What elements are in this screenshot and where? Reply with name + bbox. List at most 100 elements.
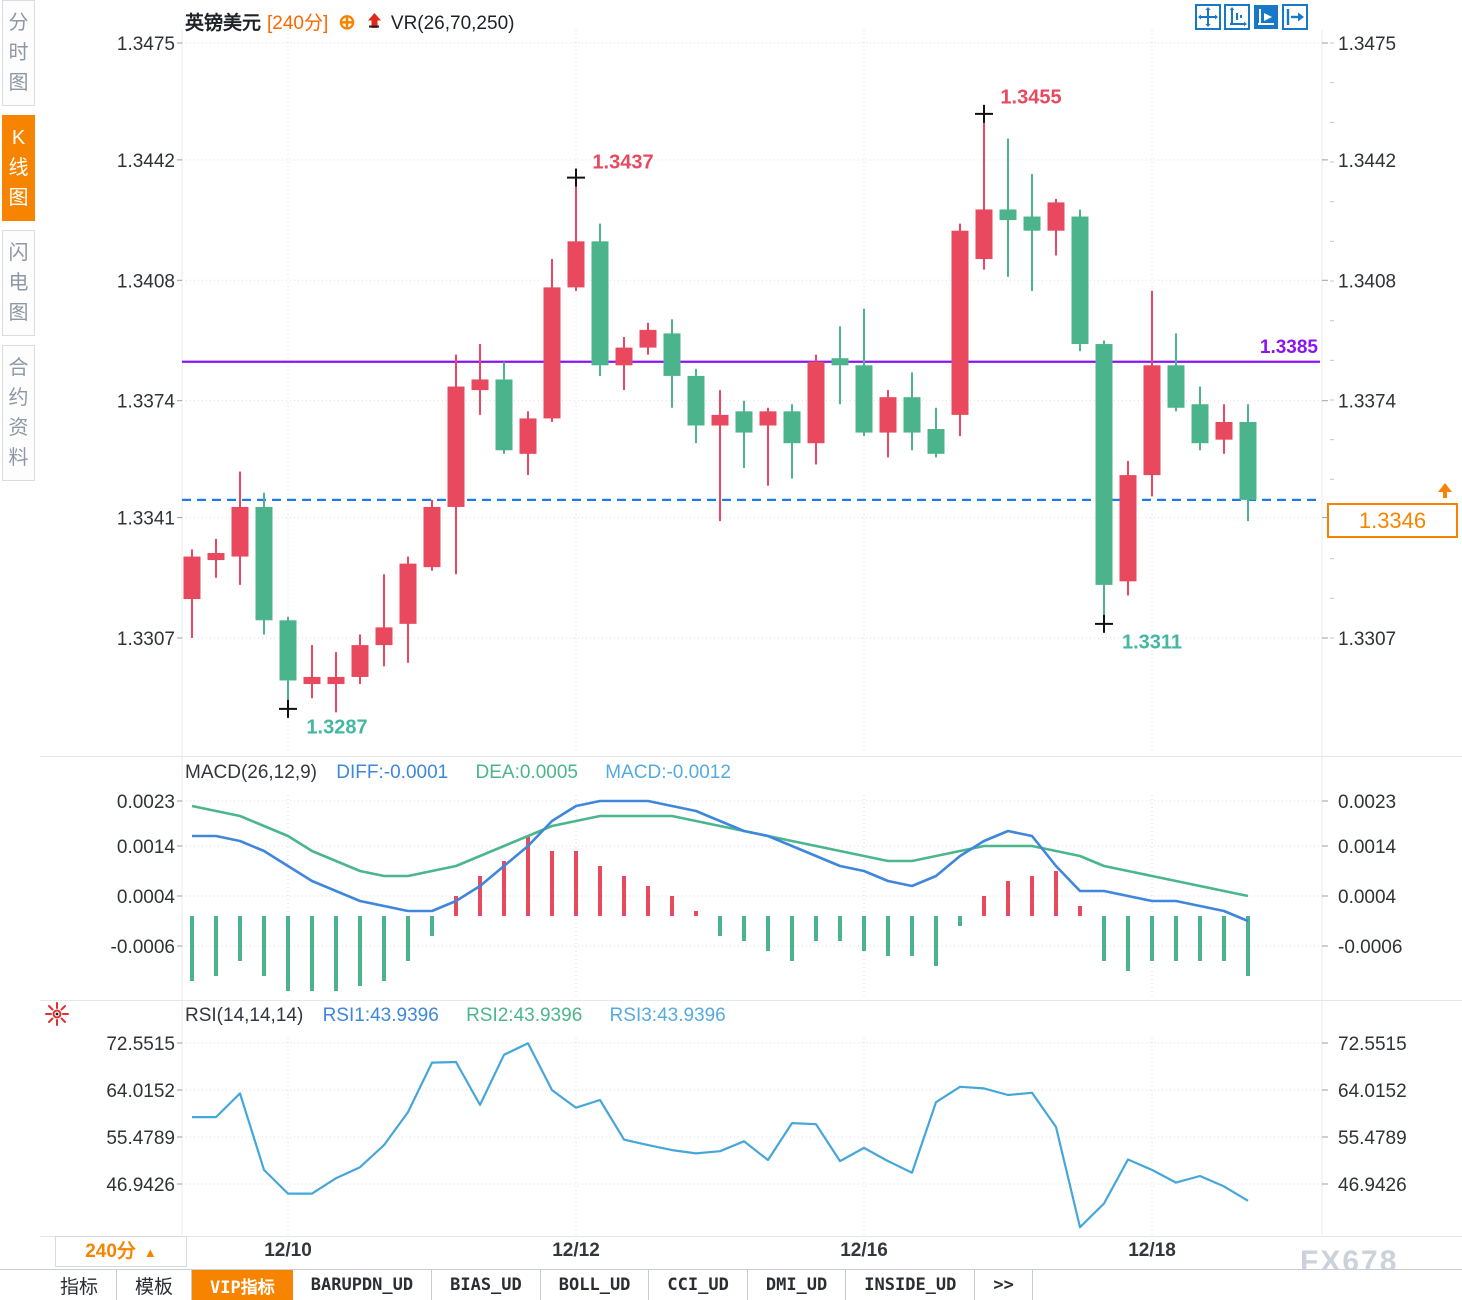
macd-dea-readout: DEA:0.0005: [475, 762, 578, 783]
candle: [495, 379, 513, 451]
rsi-y-label: 46.9426: [1338, 1175, 1407, 1196]
tab-[interactable]: 指标: [42, 1270, 118, 1300]
price-y-label: 1.3475: [1338, 34, 1396, 55]
macd-diff-readout: DIFF:-0.0001: [336, 762, 449, 783]
macd-y-label: 0.0014: [117, 837, 176, 858]
macd-y-label: 0.0004: [1338, 887, 1397, 908]
candle: [615, 347, 633, 366]
sidebar-item-0[interactable]: 分 时 图: [2, 0, 35, 106]
x-axis-date-label: 12/16: [840, 1240, 888, 1261]
candle: [855, 365, 873, 433]
tab-boll_ud[interactable]: BOLL_UD: [541, 1270, 650, 1300]
candle: [663, 333, 681, 376]
candle: [1143, 365, 1161, 476]
candle: [1167, 365, 1185, 408]
macd-y-label: -0.0006: [1338, 937, 1402, 958]
price-y-label: 1.3307: [117, 629, 175, 650]
candle: [783, 411, 801, 444]
candle: [951, 230, 969, 415]
price-annotation: 1.3437: [592, 151, 654, 174]
tab-dmi_ud[interactable]: DMI_UD: [748, 1270, 847, 1300]
sidebar-item-3[interactable]: 合 约 资 料: [2, 345, 35, 481]
period-selector[interactable]: 240分 ▲: [55, 1236, 187, 1267]
candle: [375, 627, 393, 646]
rsi-y-label: 55.4789: [1338, 1128, 1407, 1149]
indicator-settings-sun-icon[interactable]: [44, 1001, 70, 1027]
chart-header: 英镑美元 [240分] ⊕ VR(26,70,250): [185, 8, 514, 34]
candle: [1095, 344, 1113, 585]
candle: [1023, 216, 1041, 231]
candle: [279, 620, 297, 681]
macd-y-label: -0.0006: [111, 937, 175, 958]
candle: [471, 379, 489, 391]
period-label: [240分]: [267, 13, 329, 34]
macd-y-label: 0.0014: [1338, 837, 1397, 858]
rsi-grid: [177, 1038, 1328, 1235]
rsi2-readout: RSI2:43.9396: [466, 1005, 583, 1026]
candle: [975, 209, 993, 260]
candle: [879, 397, 897, 433]
add-indicator-icon[interactable]: ⊕: [338, 11, 356, 34]
price-y-label: 1.3374: [1338, 392, 1397, 413]
price-y-label: 1.3408: [117, 271, 175, 292]
tab-[interactable]: >>: [975, 1270, 1033, 1300]
price-up-marker-stem: [1443, 491, 1447, 498]
rsi-title: RSI(14,14,14): [185, 1005, 304, 1026]
rsi-y-label: 64.0152: [1338, 1081, 1407, 1102]
panel-divider: [40, 756, 1462, 757]
axis-zoom-icon[interactable]: [1224, 4, 1250, 30]
candle: [1071, 216, 1089, 345]
indicator-tab-bar: 指标 模板 VIP指标 BARUPDN_UD BIAS_UD BOLL_UD CCI_UD D…: [0, 1269, 1462, 1300]
candle: [423, 506, 441, 568]
candle: [303, 676, 321, 685]
tab-[interactable]: 模板: [117, 1270, 193, 1300]
panel-divider: [40, 1236, 1462, 1237]
candle: [183, 556, 201, 600]
price-y-label: 1.3341: [117, 509, 175, 530]
panel-divider: [40, 1000, 1462, 1001]
rsi-y-label: 72.5515: [106, 1034, 175, 1055]
price-annotation: 1.3311: [1121, 631, 1183, 654]
rsi-y-label: 72.5515: [1338, 1034, 1407, 1055]
pan-right-icon[interactable]: [1282, 4, 1308, 30]
chart-type-sidebar: 分 时 图 K 线 图闪 电 图合 约 资 料: [0, 0, 36, 490]
symbol-title: 英镑美元: [185, 13, 262, 34]
axis-play-icon[interactable]: [1253, 4, 1279, 30]
tab-bias_ud[interactable]: BIAS_UD: [432, 1270, 541, 1300]
x-axis-date-label: 12/18: [1128, 1240, 1176, 1261]
candle: [327, 676, 345, 685]
tab-barupdn_ud[interactable]: BARUPDN_UD: [293, 1270, 433, 1300]
price-up-marker-icon: [1438, 482, 1452, 492]
candle: [231, 506, 249, 557]
price-y-label: 1.3408: [1338, 271, 1396, 292]
macd-macd-readout: MACD:-0.0012: [605, 762, 731, 783]
sidebar-item-2[interactable]: 闪 电 图: [2, 230, 35, 336]
candle: [735, 411, 753, 433]
price-y-label: 1.3442: [1338, 151, 1396, 172]
candle: [399, 563, 417, 624]
period-selector-label: 240分: [85, 1241, 136, 1262]
tab-inside_ud[interactable]: INSIDE_UD: [846, 1270, 976, 1300]
candle: [447, 386, 465, 507]
tab-cci_ud[interactable]: CCI_UD: [649, 1270, 748, 1300]
rsi-y-label: 46.9426: [106, 1175, 175, 1196]
candle: [1239, 421, 1257, 500]
candle: [831, 358, 849, 366]
current-price-tag: 1.3346: [1327, 502, 1458, 538]
candles-layer: [183, 113, 1257, 713]
tab-vip[interactable]: VIP指标: [192, 1270, 293, 1300]
pan-crosshair-icon[interactable]: [1195, 4, 1221, 30]
rsi3-readout: RSI3:43.9396: [609, 1005, 726, 1026]
red-up-arrow-icon: [366, 13, 383, 34]
candle: [255, 506, 273, 621]
rsi-header: RSI(14,14,14) RSI1:43.9396 RSI2:43.9396 …: [185, 1005, 726, 1027]
candle: [999, 209, 1017, 221]
price-y-label: 1.3374: [117, 392, 176, 413]
price-y-label: 1.3442: [117, 151, 175, 172]
sidebar-item-1[interactable]: K 线 图: [2, 115, 35, 221]
macd-y-label: 0.0004: [117, 887, 176, 908]
rsi-y-label: 55.4789: [106, 1128, 175, 1149]
rsi-plot: [192, 1042, 1249, 1229]
macd-header: MACD(26,12,9) DIFF:-0.0001 DEA:0.0005 MA…: [185, 762, 731, 784]
